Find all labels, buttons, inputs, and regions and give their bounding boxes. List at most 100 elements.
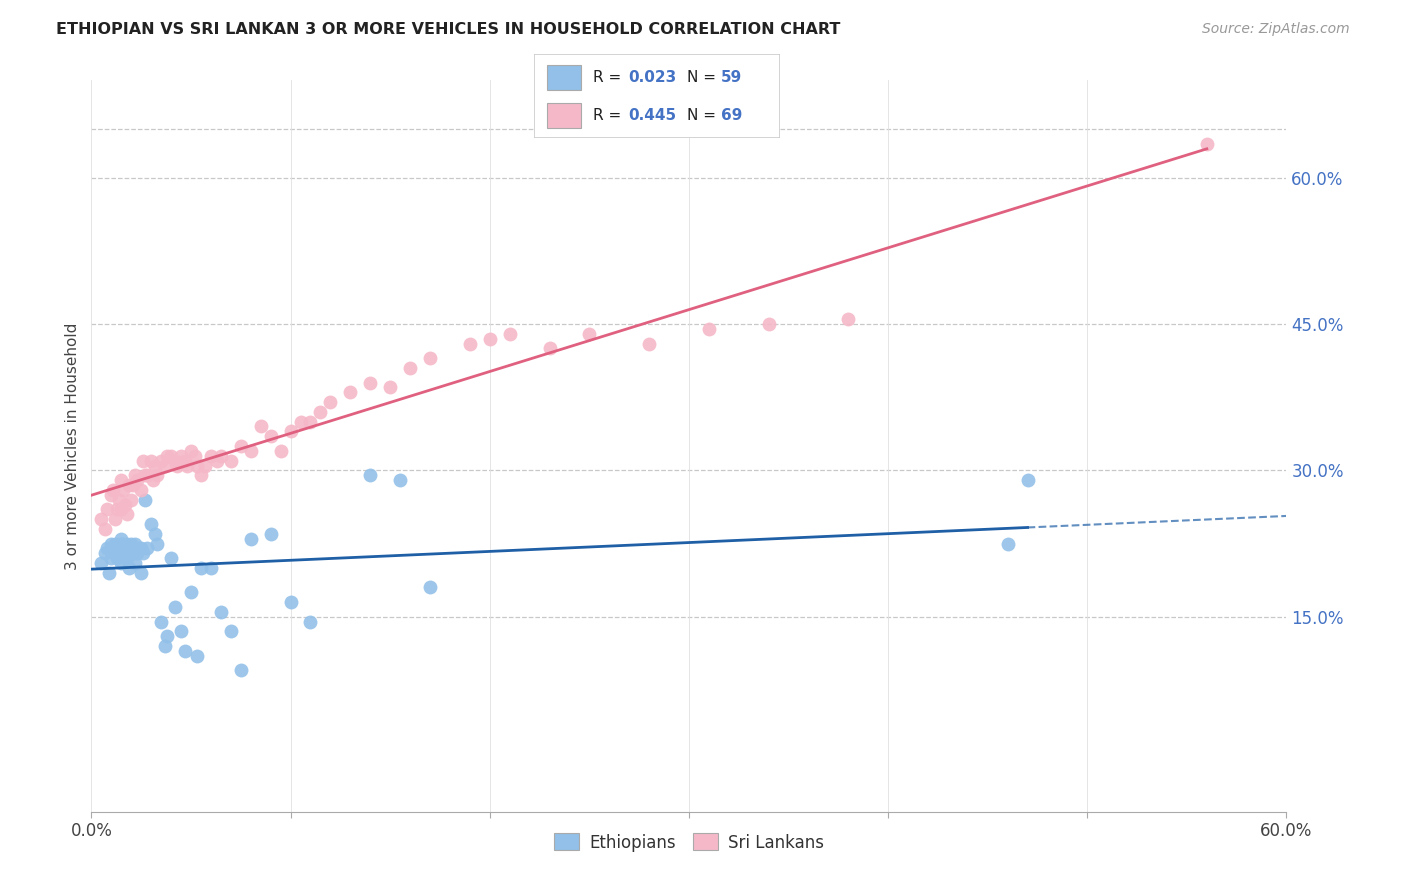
Point	[160, 449, 183, 463]
Point	[697, 322, 720, 336]
Point	[280, 595, 302, 609]
Point	[239, 443, 262, 458]
Legend: Ethiopians, Sri Lankans: Ethiopians, Sri Lankans	[547, 827, 831, 858]
Point	[110, 556, 132, 570]
Point	[108, 546, 131, 560]
Point	[176, 458, 198, 473]
Point	[205, 453, 228, 467]
Text: 0.023: 0.023	[627, 70, 676, 85]
Point	[115, 536, 138, 550]
Point	[124, 556, 146, 570]
Point	[180, 585, 202, 599]
Point	[837, 312, 859, 326]
Point	[184, 449, 207, 463]
Point	[103, 541, 125, 556]
Point	[127, 546, 149, 560]
Point	[110, 473, 132, 487]
Text: 59: 59	[721, 70, 742, 85]
Point	[104, 512, 127, 526]
Point	[270, 443, 292, 458]
Text: 0.445: 0.445	[627, 108, 676, 123]
Point	[105, 502, 128, 516]
Text: ETHIOPIAN VS SRI LANKAN 3 OR MORE VEHICLES IN HOUSEHOLD CORRELATION CHART: ETHIOPIAN VS SRI LANKAN 3 OR MORE VEHICL…	[56, 22, 841, 37]
Point	[94, 546, 117, 560]
Point	[478, 332, 501, 346]
Point	[190, 561, 212, 575]
Point	[104, 546, 127, 560]
Point	[122, 478, 145, 492]
Point	[115, 508, 138, 522]
Point	[186, 648, 208, 663]
Point	[98, 566, 121, 580]
Point	[129, 541, 152, 556]
Point	[180, 443, 202, 458]
Point	[141, 453, 162, 467]
Point	[90, 556, 112, 570]
Point	[114, 541, 136, 556]
Point	[146, 536, 169, 550]
Point	[141, 516, 162, 531]
Point	[100, 536, 122, 550]
Point	[120, 492, 142, 507]
Point	[118, 478, 141, 492]
Point	[170, 449, 193, 463]
Point	[209, 605, 232, 619]
Point	[259, 429, 281, 443]
Point	[389, 473, 412, 487]
Point	[538, 342, 561, 356]
Point	[118, 546, 141, 560]
Point	[129, 566, 152, 580]
Point	[94, 522, 117, 536]
Point	[166, 458, 188, 473]
Point	[249, 419, 271, 434]
Point	[146, 468, 169, 483]
Point	[104, 536, 127, 550]
Point	[758, 317, 780, 331]
Point	[280, 425, 302, 439]
Text: Source: ZipAtlas.com: Source: ZipAtlas.com	[1202, 22, 1350, 37]
Point	[122, 546, 145, 560]
Point	[174, 644, 197, 658]
Point	[118, 561, 141, 575]
Point	[108, 492, 131, 507]
Text: N =: N =	[686, 70, 721, 85]
Point	[153, 458, 176, 473]
Point	[127, 473, 149, 487]
Point	[156, 449, 179, 463]
Point	[170, 624, 193, 639]
Point	[120, 536, 142, 550]
Point	[419, 581, 441, 595]
Point	[239, 532, 262, 546]
Point	[105, 551, 128, 566]
Text: N =: N =	[686, 108, 721, 123]
Point	[200, 449, 222, 463]
Point	[110, 502, 132, 516]
Point	[359, 376, 381, 390]
Point	[299, 415, 322, 429]
Point	[142, 473, 165, 487]
Point	[1195, 136, 1218, 151]
Point	[339, 385, 361, 400]
Point	[129, 483, 152, 497]
Point	[143, 526, 166, 541]
Point	[399, 361, 422, 376]
Point	[163, 453, 186, 467]
Point	[219, 453, 242, 467]
Point	[359, 468, 381, 483]
Point	[419, 351, 441, 366]
Point	[103, 483, 125, 497]
Point	[124, 468, 146, 483]
Point	[498, 326, 520, 341]
Point	[1017, 473, 1039, 487]
Point	[200, 561, 222, 575]
Point	[174, 453, 197, 467]
Y-axis label: 3 or more Vehicles in Household: 3 or more Vehicles in Household	[65, 322, 80, 570]
Point	[259, 526, 281, 541]
Point	[110, 532, 132, 546]
Point	[319, 395, 342, 409]
Text: R =: R =	[593, 70, 627, 85]
Point	[115, 551, 138, 566]
Point	[134, 468, 156, 483]
Point	[114, 498, 136, 512]
Point	[150, 615, 173, 629]
